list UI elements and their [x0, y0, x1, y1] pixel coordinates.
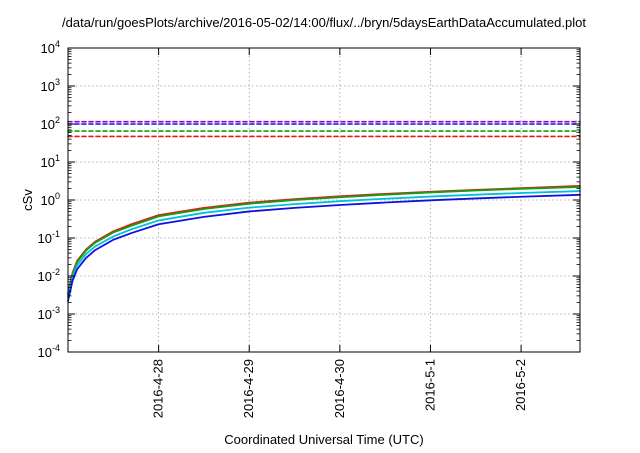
y-tick-label: 100: [41, 191, 60, 208]
y-tick-label: 10-4: [38, 343, 60, 360]
data-series-line-2: [67, 190, 581, 298]
x-tick-label: 2016-4-29: [241, 359, 256, 418]
y-tick-label: 104: [41, 39, 60, 56]
y-tick-label: 101: [41, 153, 60, 170]
data-series-line-3: [67, 193, 581, 302]
x-tick-label: 2016-4-28: [151, 359, 166, 418]
tick-layer: [68, 47, 580, 353]
y-tick-label: 10-3: [38, 305, 60, 322]
y-axis-label: cSv: [20, 189, 35, 211]
chart-title: /data/run/goesPlots/archive/2016-05-02/1…: [62, 15, 586, 30]
y-tick-label: 10-1: [38, 229, 60, 246]
y-tick-label: 103: [41, 77, 60, 94]
y-tick-label: 102: [41, 115, 60, 132]
x-tick-label: 2016-5-2: [513, 359, 528, 411]
grid-layer: [68, 48, 580, 352]
series-layer: [67, 120, 581, 302]
data-series-line-1: [67, 186, 581, 296]
label-layer: 10-4 10-3 10-2 10-1 100 101 102 103 104 2016-4-28…: [38, 39, 529, 418]
x-tick-label: 2016-5-1: [422, 359, 437, 411]
x-tick-label: 2016-4-30: [332, 359, 347, 418]
x-axis-label: Coordinated Universal Time (UTC): [224, 432, 423, 447]
y-tick-label: 10-2: [38, 267, 60, 284]
